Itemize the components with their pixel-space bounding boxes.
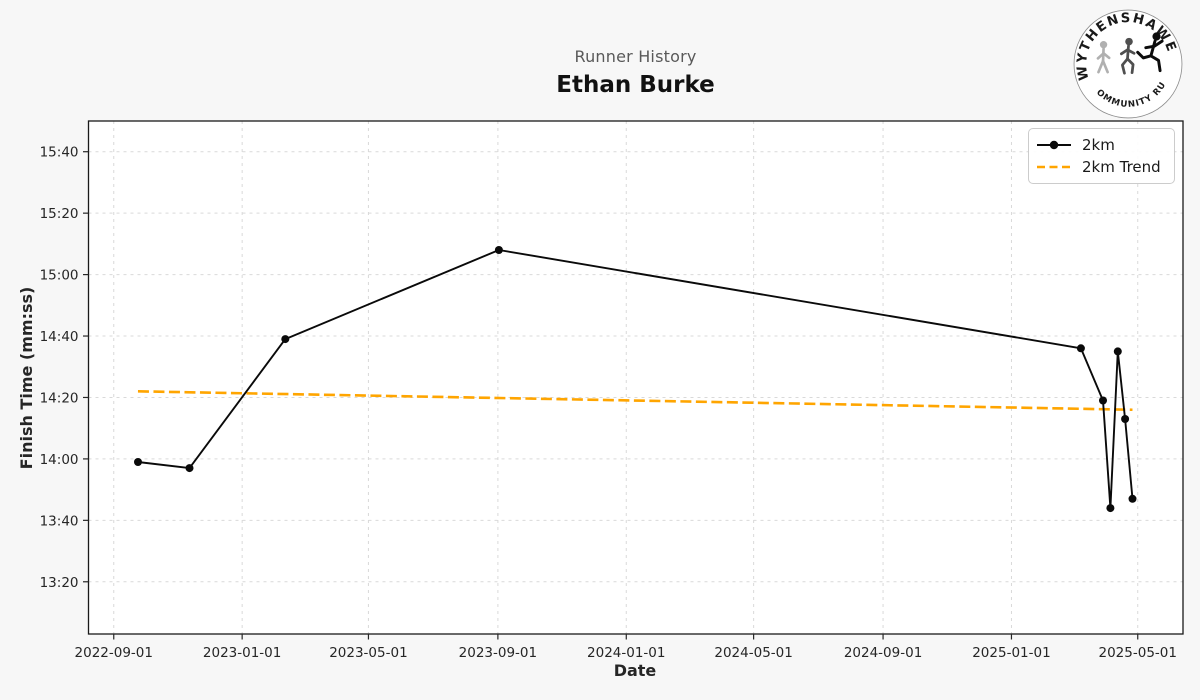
- data-point-marker: [1076, 344, 1085, 353]
- runner-name-subtitle: Ethan Burke: [556, 72, 715, 98]
- x-tick-label: 2023-05-01: [329, 645, 407, 661]
- y-tick-label: 13:20: [40, 575, 79, 591]
- x-tick-label: 2025-01-01: [972, 645, 1050, 661]
- y-axis-title: Finish Time (mm:ss): [17, 286, 36, 470]
- x-tick-label: 2025-05-01: [1099, 645, 1177, 661]
- y-tick-label: 15:00: [40, 268, 79, 284]
- legend-label-2km-trend: 2km Trend: [1082, 158, 1161, 177]
- y-tick-label: 15:40: [40, 145, 79, 161]
- y-tick-label: 13:40: [40, 513, 79, 529]
- y-tick-label: 14:00: [40, 452, 79, 468]
- chart-legend: 2km 2km Trend: [1028, 128, 1175, 184]
- data-point-marker: [1106, 504, 1115, 513]
- x-tick-label: 2023-09-01: [459, 645, 537, 661]
- walker-silhouette-icon: [1096, 40, 1111, 74]
- data-point-marker: [1121, 415, 1130, 423]
- runner-silhouette-icon: [1120, 37, 1136, 75]
- solid-line-marker-icon: [1037, 140, 1071, 149]
- x-tick-label: 2024-09-01: [844, 645, 922, 661]
- y-tick-label: 14:20: [40, 390, 79, 406]
- data-point-marker: [494, 246, 503, 254]
- chart-title: Runner History: [574, 47, 697, 66]
- x-tick-label: 2024-01-01: [587, 645, 665, 661]
- legend-entry-2km: 2km: [1037, 136, 1166, 154]
- x-tick-label: 2022-09-01: [75, 645, 153, 661]
- data-point-marker: [1128, 494, 1137, 503]
- axes-spines: [87, 120, 1184, 635]
- data-point-marker: [1099, 396, 1107, 405]
- data-point-marker: [134, 458, 142, 466]
- legend-entry-2km-trend: 2km Trend: [1037, 158, 1166, 176]
- data-point-marker: [185, 464, 194, 473]
- y-tick-label: 15:20: [40, 206, 79, 222]
- series-line-2km: [137, 249, 1134, 510]
- x-axis-title: Date: [613, 661, 657, 680]
- plot-background: [88, 121, 1183, 634]
- x-tick-label: 2024-05-01: [714, 645, 792, 661]
- title-block: Runner History Ethan Burke: [88, 0, 1183, 98]
- sprinter-silhouette-icon: [1136, 32, 1164, 73]
- data-point-marker: [1113, 347, 1122, 356]
- data-point-marker: [281, 335, 290, 344]
- dashed-line-icon: [1037, 166, 1071, 169]
- x-tick-label: 2023-01-01: [203, 645, 281, 661]
- y-tick-label: 14:40: [40, 329, 79, 345]
- trend-line: [137, 390, 1133, 412]
- club-logo: WYTHENSHAWE COMMUNITY RUN: [1072, 8, 1183, 119]
- legend-label-2km: 2km: [1082, 135, 1115, 154]
